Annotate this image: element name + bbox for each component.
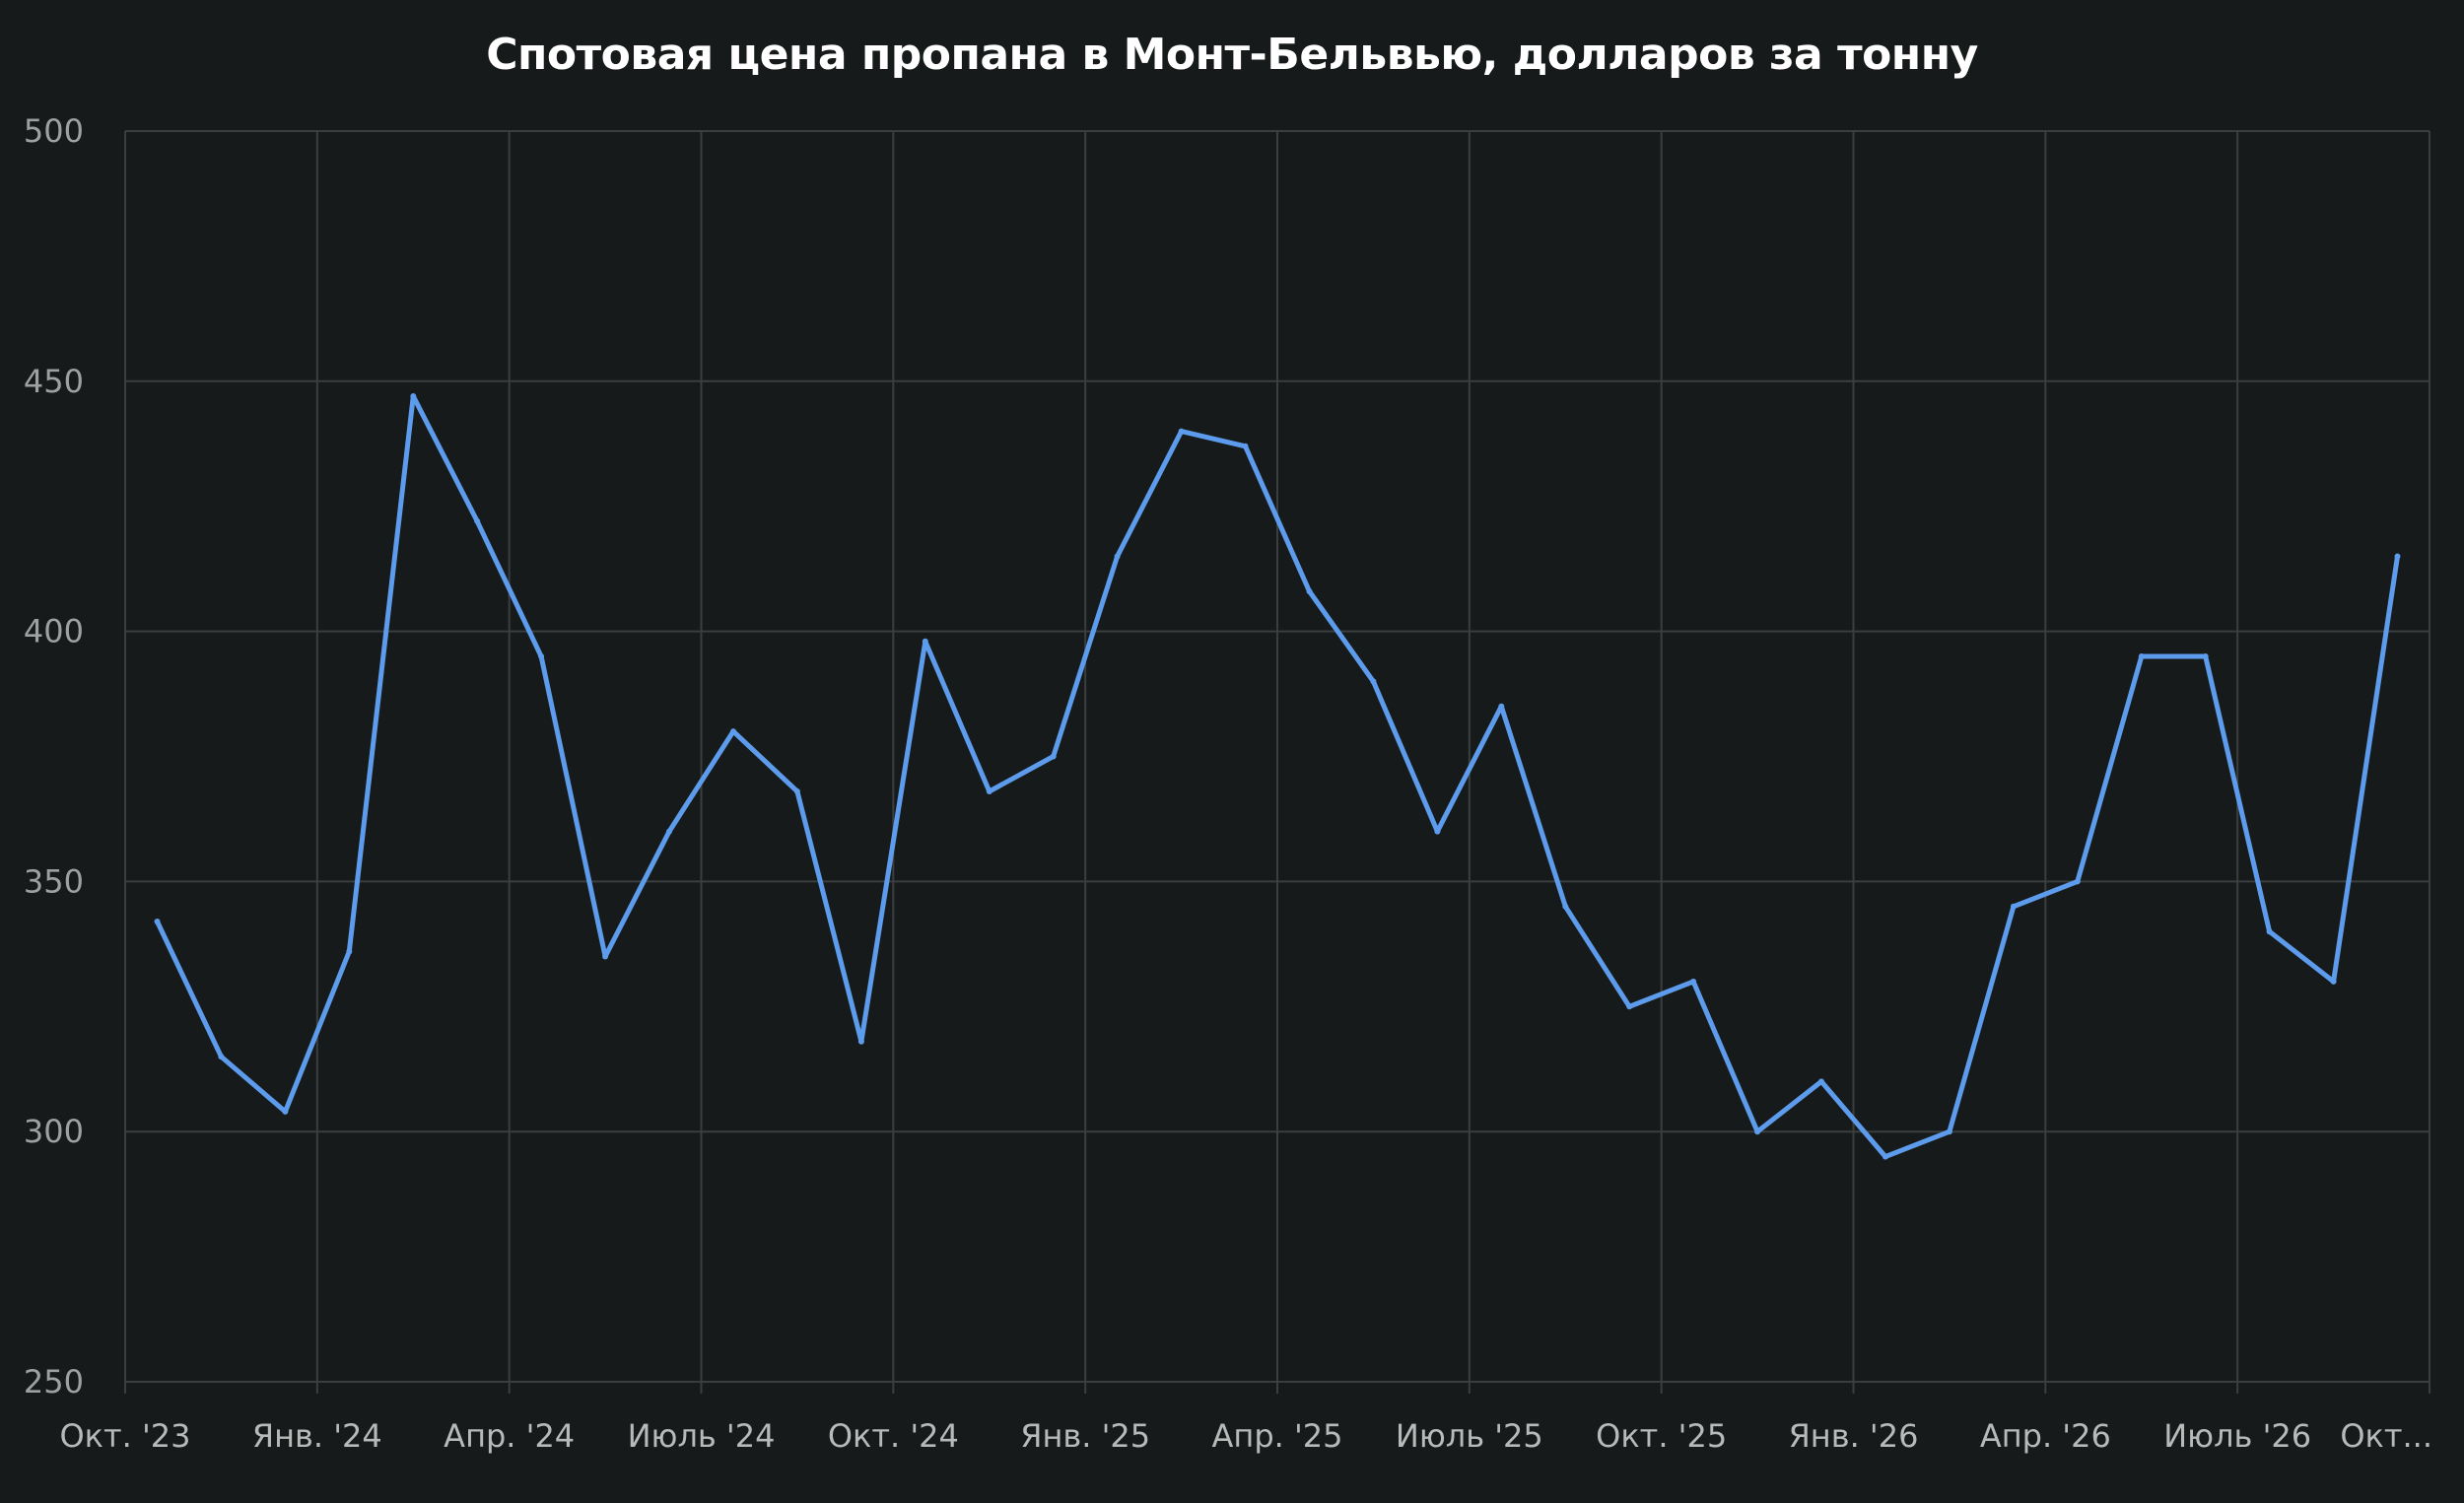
x-tick-label: Окт. '23 [59, 1417, 190, 1455]
x-tick-label: Апр. '26 [1980, 1417, 2111, 1455]
data-point [410, 393, 417, 399]
data-point [2138, 653, 2145, 659]
y-tick-label: 300 [24, 1113, 84, 1150]
data-point [1882, 1153, 1888, 1160]
data-point [2074, 878, 2081, 885]
data-point [474, 517, 481, 524]
data-point [1242, 443, 1249, 449]
chart-title: Спотовая цена пропана в Монт-Бельвью, до… [486, 30, 1978, 80]
data-point [986, 788, 992, 794]
data-point [602, 953, 609, 960]
data-point [154, 919, 161, 924]
data-point [1370, 678, 1377, 685]
x-tick-label: Янв. '24 [252, 1417, 382, 1455]
x-tick-label: Апр. '25 [1212, 1417, 1343, 1455]
data-point [218, 1054, 225, 1060]
data-point [1818, 1078, 1824, 1085]
data-point [2266, 928, 2273, 935]
data-point [1946, 1128, 1952, 1135]
data-point [346, 948, 353, 955]
x-tick-label: Янв. '25 [1020, 1417, 1150, 1455]
x-tick-label: Апр. '24 [444, 1417, 575, 1455]
data-point [2010, 903, 2017, 910]
data-point [1434, 828, 1441, 835]
data-point [2394, 553, 2401, 560]
data-point [857, 1038, 864, 1045]
data-point [1498, 703, 1505, 710]
data-point [1306, 588, 1313, 594]
y-tick-label: 450 [24, 363, 84, 400]
x-tick-label: Июль '26 [2163, 1417, 2311, 1455]
series-layer [154, 393, 2401, 1160]
y-axis-labels: 250 300 350 400 450 500 [24, 112, 84, 1401]
y-tick-label: 250 [24, 1363, 84, 1401]
data-point [2330, 978, 2337, 985]
data-point [730, 728, 736, 735]
y-tick-label: 350 [24, 862, 84, 900]
series-line [155, 393, 2400, 1160]
data-point [538, 653, 545, 659]
x-tick-label: Янв. '26 [1789, 1417, 1919, 1455]
data-point [1114, 553, 1121, 560]
data-point [1050, 753, 1057, 760]
y-tick-label: 400 [24, 613, 84, 650]
x-tick-label: Июль '25 [1396, 1417, 1543, 1455]
x-tick-label: Окт... [2340, 1417, 2432, 1455]
data-point [282, 1108, 289, 1115]
data-point [1562, 903, 1569, 910]
x-tick-label: Окт. '25 [1596, 1417, 1727, 1455]
data-point [1178, 428, 1185, 435]
data-point [922, 638, 928, 645]
data-point [1754, 1128, 1761, 1135]
x-tick-label: Окт. '24 [828, 1417, 959, 1455]
x-axis-labels: Окт. '23 Янв. '24 Апр. '24 Июль '24 Окт. '24… [59, 1417, 2432, 1455]
data-point [1626, 1003, 1633, 1010]
data-point [793, 788, 800, 794]
data-point [1690, 978, 1697, 985]
gridlines [124, 130, 2430, 1394]
data-point [2202, 653, 2209, 659]
y-tick-label: 500 [24, 112, 84, 150]
data-point [666, 828, 672, 835]
x-tick-label: Июль '24 [628, 1417, 776, 1455]
